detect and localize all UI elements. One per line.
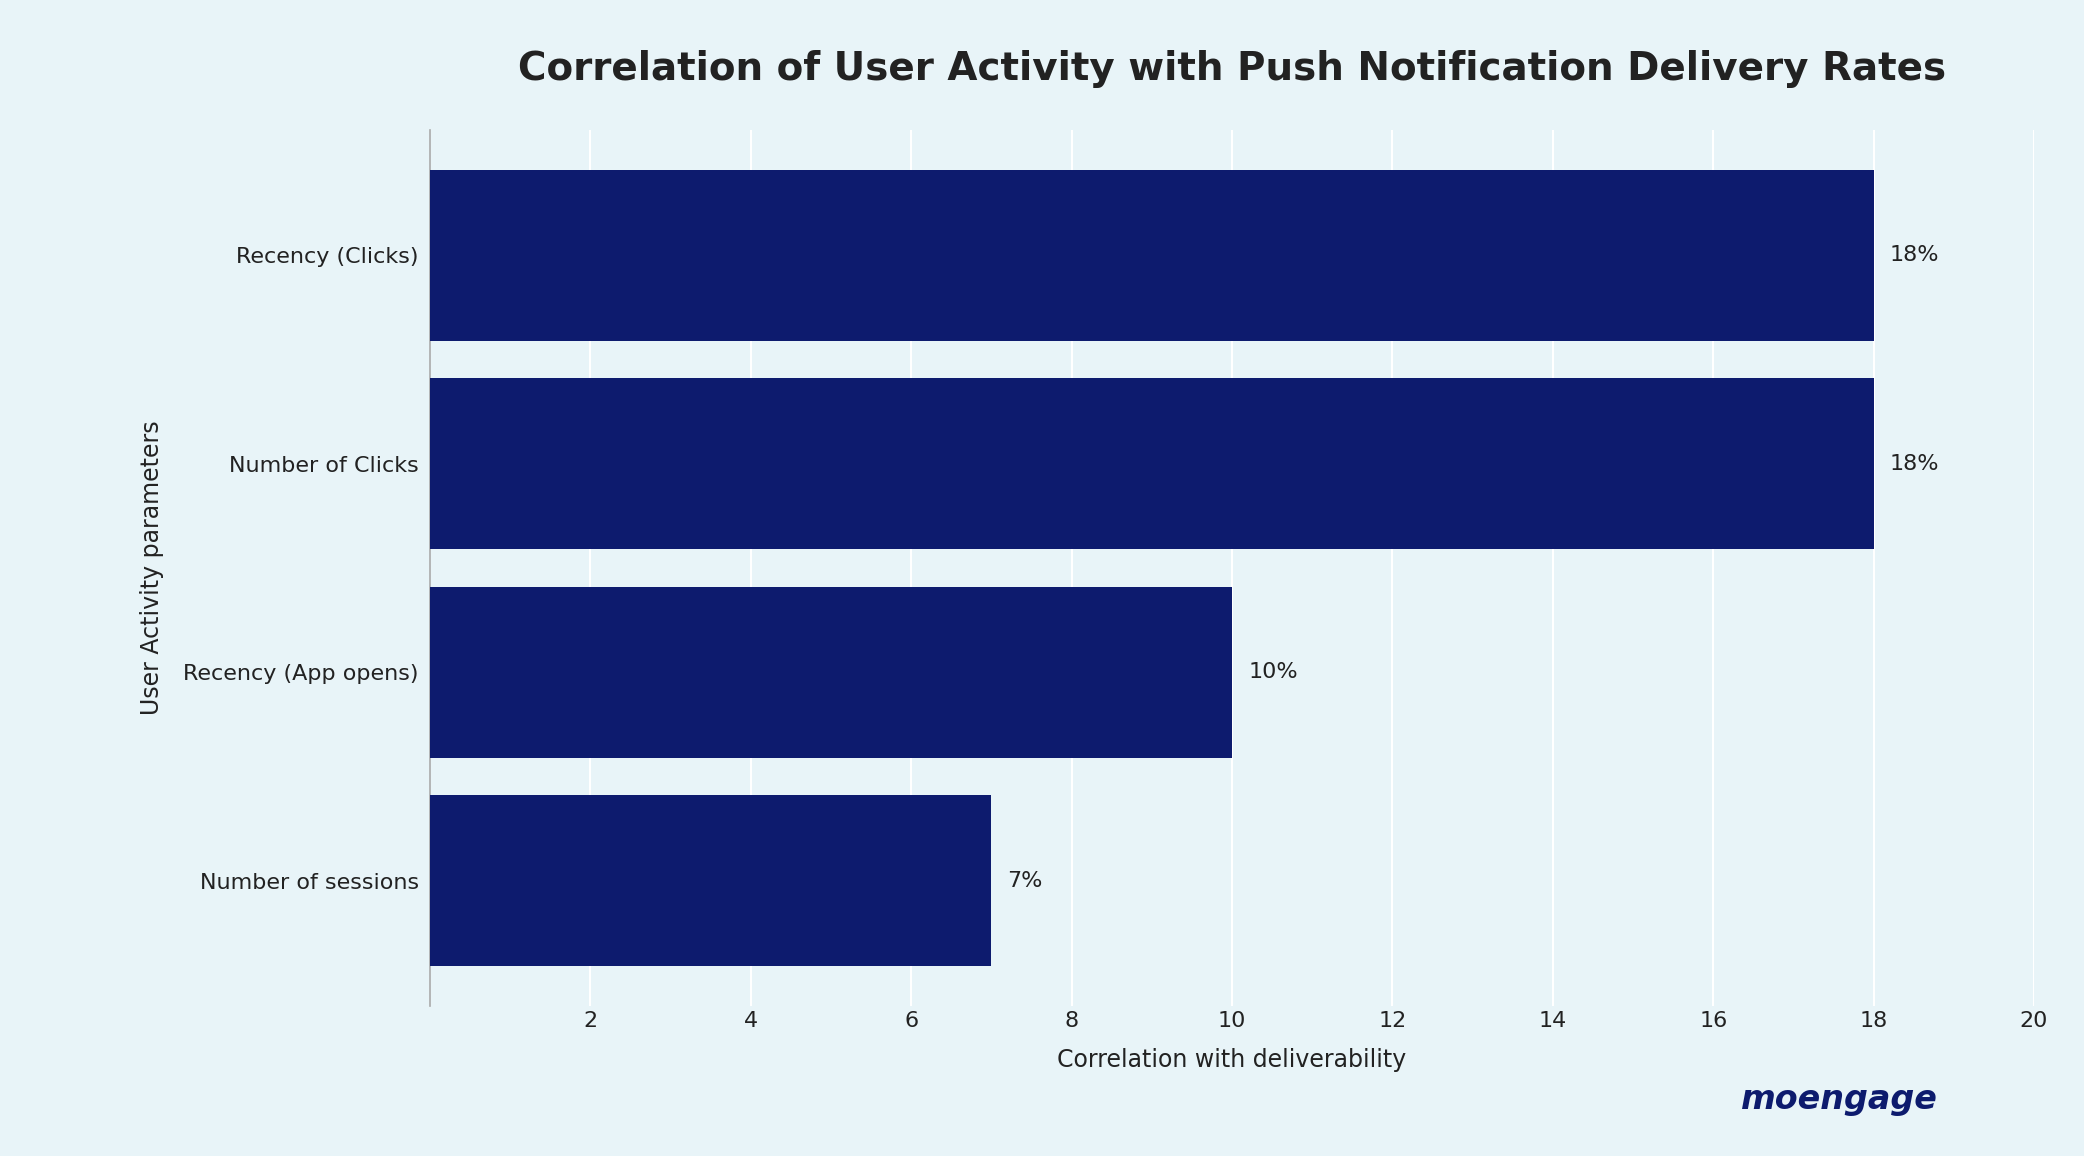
Text: 18%: 18% [1890, 453, 1938, 474]
Bar [429, 378, 1874, 549]
X-axis label: Correlation with deliverability: Correlation with deliverability [1057, 1047, 1407, 1072]
Text: 7%: 7% [1007, 870, 1042, 891]
Text: 18%: 18% [1890, 245, 1938, 265]
Text: moengage: moengage [1742, 1082, 1938, 1116]
Title: Correlation of User Activity with Push Notification Delivery Rates: Correlation of User Activity with Push N… [519, 50, 1946, 88]
Y-axis label: User Activity parameters: User Activity parameters [140, 421, 165, 716]
Text: 10%: 10% [1248, 662, 1298, 682]
Bar [429, 170, 1874, 341]
Bar [429, 795, 992, 966]
Bar [429, 586, 1232, 757]
